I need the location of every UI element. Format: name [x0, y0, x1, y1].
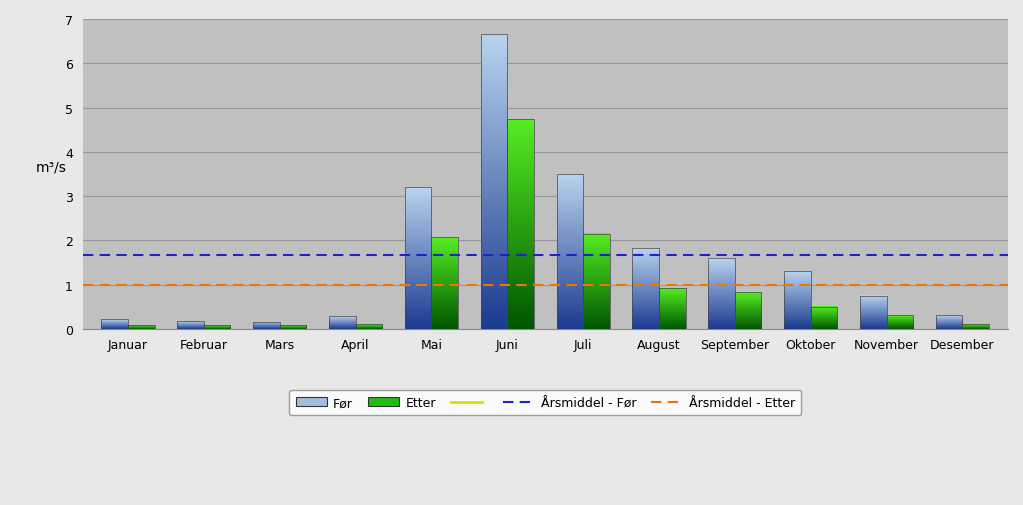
Bar	[557, 175, 583, 329]
Bar	[632, 248, 659, 329]
Bar	[963, 325, 989, 329]
Bar	[708, 259, 735, 329]
Bar	[177, 321, 204, 329]
Bar	[785, 272, 811, 329]
Bar	[936, 316, 963, 329]
Bar	[128, 325, 154, 329]
Bar	[735, 292, 761, 329]
Bar	[204, 325, 230, 329]
Bar	[254, 322, 279, 329]
Bar	[860, 296, 887, 329]
Bar	[329, 317, 356, 329]
Legend: Før, Etter, , Årsmiddel - Før, Årsmiddel - Etter: Før, Etter, , Årsmiddel - Før, Årsmiddel…	[290, 390, 801, 416]
Bar	[887, 316, 914, 329]
Bar	[356, 325, 383, 329]
Bar	[481, 35, 507, 329]
Bar	[432, 238, 458, 329]
Bar	[583, 234, 610, 329]
Bar	[405, 188, 432, 329]
Y-axis label: m³/s: m³/s	[36, 161, 66, 175]
Bar	[659, 288, 685, 329]
Bar	[101, 319, 128, 329]
Bar	[279, 325, 306, 329]
Bar	[507, 120, 534, 329]
Bar	[811, 307, 837, 329]
